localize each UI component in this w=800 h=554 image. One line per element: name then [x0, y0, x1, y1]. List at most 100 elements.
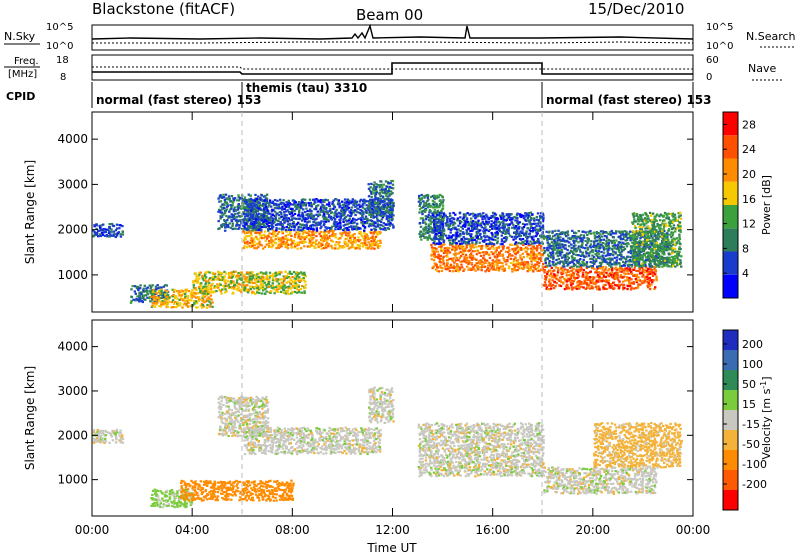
scatter-cell [472, 212, 475, 215]
scatter-cell [607, 275, 611, 278]
scatter-cell [444, 234, 448, 237]
scatter-cell [315, 243, 318, 246]
scatter-cell [378, 208, 382, 211]
scatter-cell [457, 259, 460, 262]
scatter-cell [215, 286, 218, 289]
scatter-cell [260, 219, 263, 222]
scatter-cell [497, 254, 500, 257]
scatter-cell [270, 208, 274, 211]
scatter-cell [342, 203, 346, 206]
scatter-cell [297, 243, 300, 246]
scatter-cell [487, 264, 490, 267]
scatter-cell [505, 223, 508, 226]
scatter-cell [142, 296, 145, 299]
scatter-cell [255, 284, 258, 287]
scatter-cell [427, 198, 430, 201]
scatter-cell [567, 256, 571, 259]
scatter-cell [223, 212, 227, 215]
scatter-cell [291, 284, 295, 287]
scatter-cell [587, 240, 590, 243]
scatter-cell [391, 192, 394, 195]
scatter-cell [387, 215, 391, 218]
scatter-cell [535, 215, 539, 219]
scatter-cell [511, 268, 514, 271]
scatter-cell [215, 290, 218, 293]
scatter-cell [373, 186, 376, 189]
scatter-cell [453, 227, 456, 230]
scatter-cell [520, 215, 523, 219]
scatter-cell [249, 271, 253, 274]
scatter-cell [112, 234, 115, 237]
scatter-cell [532, 247, 535, 250]
scatter-cell [256, 216, 259, 219]
scatter-cell [586, 283, 589, 286]
scatter-cell [263, 245, 267, 248]
scatter-cell [340, 234, 344, 238]
scatter-cell [541, 231, 544, 234]
scatter-cell [572, 280, 575, 283]
scatter-cell [554, 240, 557, 243]
scatter-cell [190, 299, 193, 302]
scatter-cell [252, 223, 255, 226]
scatter-cell [99, 226, 102, 230]
scatter-cell [103, 227, 106, 231]
scatter-cell [287, 227, 291, 230]
scatter-cell [298, 209, 301, 212]
scatter-cell [622, 237, 625, 241]
scatter-cell [488, 241, 492, 244]
scatter-cell [370, 214, 373, 217]
scatter-cell [529, 235, 532, 238]
freq-label-line1: Freq. [14, 56, 39, 67]
scatter-cell [379, 239, 382, 242]
scatter-cell [429, 222, 433, 225]
scatter-cell [357, 244, 360, 247]
scatter-cell [228, 286, 232, 289]
scatter-cell [429, 227, 432, 230]
scatter-cell [385, 216, 389, 219]
scatter-cell [257, 212, 261, 215]
scatter-cell [432, 215, 436, 218]
scatter-cell [284, 234, 288, 237]
scatter-cell [449, 265, 452, 268]
scatter-cell [248, 211, 251, 214]
scatter-cell [521, 222, 525, 225]
scatter-cell [483, 229, 487, 233]
scatter-cell [301, 233, 305, 236]
scatter-cell [246, 210, 249, 213]
scatter-cell [483, 232, 487, 235]
scatter-cell [542, 283, 546, 287]
scatter-cell [352, 246, 355, 249]
scatter-cell [629, 252, 633, 255]
scatter-cell [594, 271, 597, 274]
scatter-cell [150, 285, 153, 288]
scatter-cell [360, 209, 364, 212]
scatter-cell [377, 244, 380, 247]
scatter-cell [282, 275, 285, 278]
scatter-cell [314, 231, 317, 234]
scatter-cell [593, 261, 596, 264]
scatter-cell [279, 242, 282, 245]
scatter-cell [521, 238, 525, 241]
scatter-cell [149, 300, 152, 303]
scatter-cell [295, 244, 299, 247]
scatter-cell [601, 266, 605, 269]
scatter-cell [211, 282, 214, 285]
scatter-cell [319, 199, 322, 202]
scatter-cell [320, 225, 323, 228]
scatter-cell [515, 225, 518, 228]
scatter-cell [559, 240, 562, 243]
scatter-cell [501, 253, 505, 256]
scatter-cell [521, 240, 524, 244]
scatter-cell [330, 244, 333, 247]
scatter-cell [420, 197, 424, 200]
scatter-cell [142, 290, 145, 293]
scatter-cell [589, 246, 593, 249]
scatter-cell [598, 257, 601, 260]
scatter-cell [444, 249, 447, 252]
scatter-cell [243, 245, 246, 248]
scatter-cell [307, 232, 310, 235]
scatter-cell [391, 208, 394, 211]
scatter-cell [485, 235, 489, 238]
scatter-cell [574, 253, 578, 256]
scatter-cell [548, 243, 551, 246]
